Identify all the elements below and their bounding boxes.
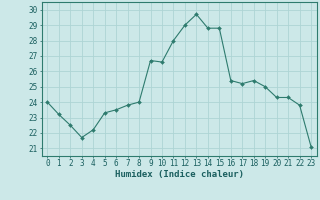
X-axis label: Humidex (Indice chaleur): Humidex (Indice chaleur) [115, 170, 244, 179]
